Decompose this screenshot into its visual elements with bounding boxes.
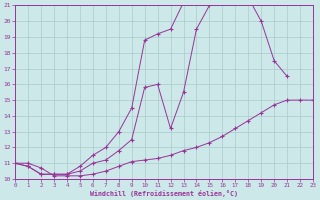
X-axis label: Windchill (Refroidissement éolien,°C): Windchill (Refroidissement éolien,°C) [90, 190, 238, 197]
